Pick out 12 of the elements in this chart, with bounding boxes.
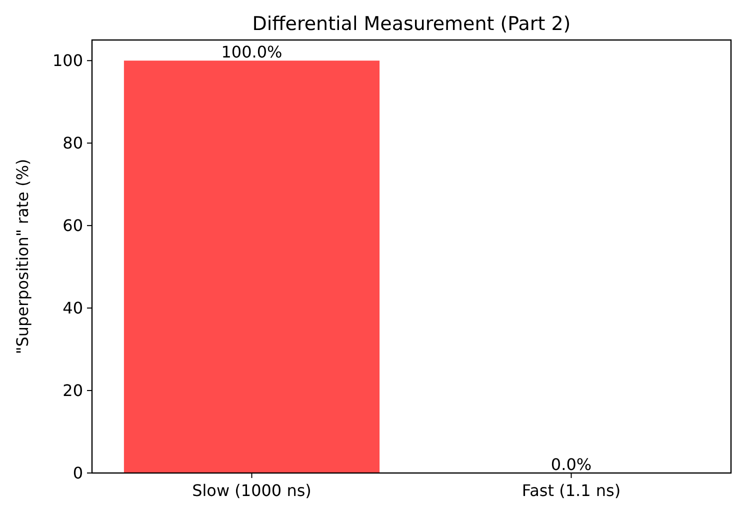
y-tick-label: 100 (52, 51, 83, 70)
y-tick-label: 60 (62, 216, 83, 236)
y-tick-label: 80 (62, 134, 83, 153)
y-tick-label: 0 (72, 464, 83, 483)
x-tick-label: Slow (1000 ns) (192, 481, 312, 500)
data-label: 0.0% (550, 455, 592, 474)
chart-title: Differential Measurement (Part 2) (252, 13, 571, 35)
y-tick-label: 20 (62, 381, 83, 400)
y-tick-label: 40 (62, 298, 83, 318)
y-axis-title: "Superposition" rate (%) (13, 158, 32, 354)
data-label: 100.0% (221, 42, 282, 62)
x-tick-label: Fast (1.1 ns) (522, 481, 621, 500)
